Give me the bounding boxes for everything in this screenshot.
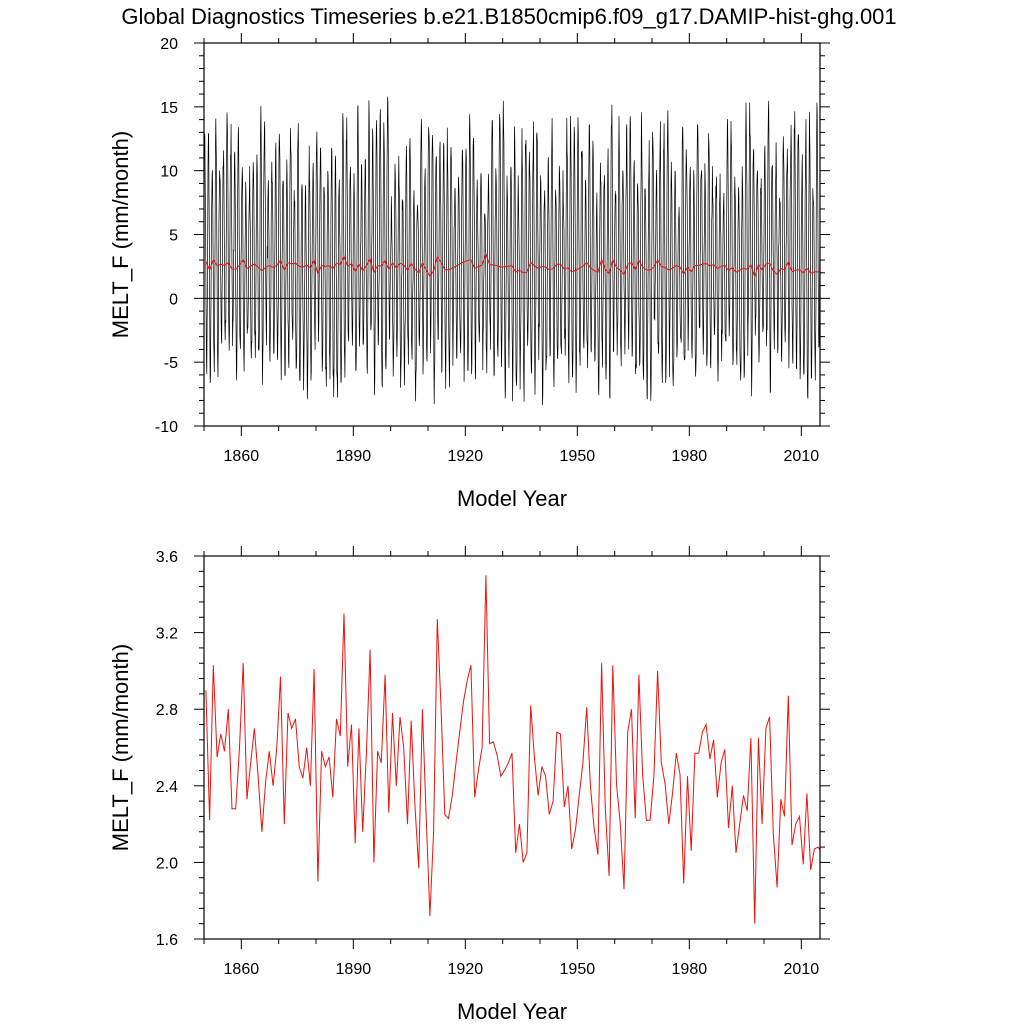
y-tick-label: 2.8 [156,702,178,719]
x-tick-label: 1950 [560,961,596,978]
y-axis-label: MELT_F (mm/month) [108,131,133,338]
x-axis-label: Model Year [457,999,567,1024]
x-tick-label: 1920 [448,961,484,978]
annual-mean-series-line [205,575,820,924]
plot-frame [203,555,821,940]
x-tick-label: 1980 [672,448,708,465]
x-tick-label: 1890 [336,448,372,465]
y-ticks [194,42,830,427]
y-tick-label: 3.6 [156,549,178,566]
y-tick-label: 3.2 [156,626,178,643]
bottom-panel-annual-mean: 1860 1890 1920 1950 1980 2010 1.6 2.0 2.4 2.8 3.2 3… [108,546,830,1024]
x-tick-label: 1860 [224,448,260,465]
y-tick-label: 1.6 [156,932,178,949]
x-axis-label: Model Year [457,486,567,511]
y-tick-label: 5 [169,228,178,245]
x-tick-label: 1920 [448,448,484,465]
y-tick-label: 15 [160,100,178,117]
y-ticks [194,555,830,940]
plot-area [204,96,820,406]
x-tick-label: 1890 [336,961,372,978]
y-tick-label: 20 [160,36,178,53]
x-tick-label: 1860 [224,961,260,978]
x-ticks [203,546,802,949]
y-tick-label: 2.4 [156,779,178,796]
top-panel-monthly-and-annual: 1860 1890 1920 1950 1980 2010 -10 -5 0 5 10 15 20 Mod… [108,33,830,511]
figure-title: Global Diagnostics Timeseries b.e21.B185… [121,4,896,29]
x-tick-label: 1980 [672,961,708,978]
y-tick-label: 10 [160,164,178,181]
x-tick-label: 2010 [784,961,820,978]
y-axis-label: MELT_F (mm/month) [108,644,133,851]
x-tick-label: 1950 [560,448,596,465]
monthly-series-line [204,96,820,406]
y-tick-label: -10 [155,419,178,436]
y-tick-label: 2.0 [156,855,178,872]
x-tick-label: 2010 [784,448,820,465]
x-ticks [203,33,802,436]
plot-area [205,575,820,924]
y-tick-label: -5 [164,355,178,372]
annual-mean-series-line [205,252,820,279]
y-tick-label: 0 [169,291,178,308]
